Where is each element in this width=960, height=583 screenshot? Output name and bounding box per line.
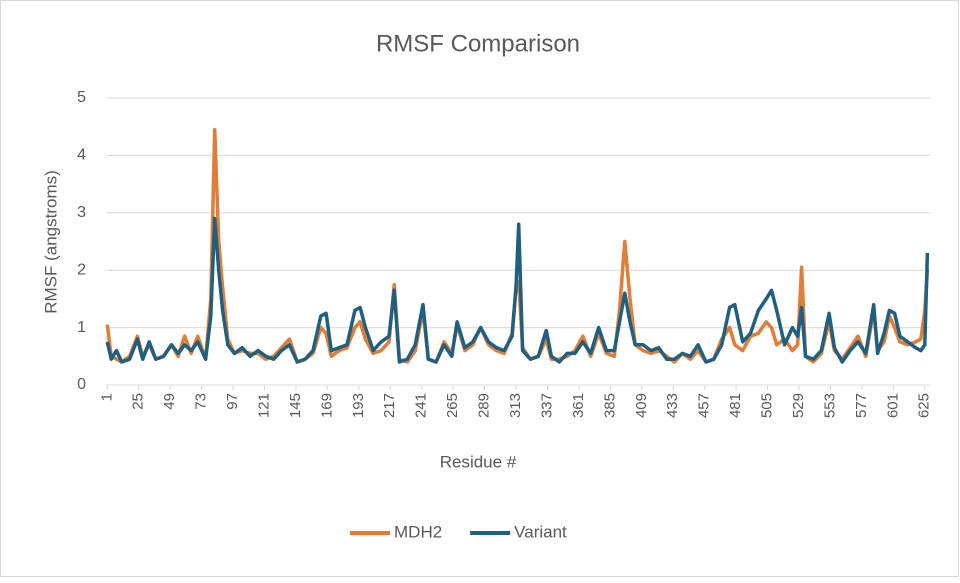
x-tick-label: 217 xyxy=(381,393,398,418)
y-tick-label: 5 xyxy=(77,89,86,106)
x-tick-label: 121 xyxy=(255,393,272,418)
x-tick-label: 361 xyxy=(570,393,587,418)
x-tick-label: 457 xyxy=(696,393,713,418)
x-tick-label: 601 xyxy=(884,393,901,418)
x-tick-label: 145 xyxy=(287,393,304,418)
x-tick-label: 481 xyxy=(727,393,744,418)
y-tick-label: 1 xyxy=(77,319,86,336)
x-tick-label: 529 xyxy=(790,393,807,418)
x-tick-label: 265 xyxy=(444,393,461,418)
x-tick-label: 337 xyxy=(538,393,555,418)
y-axis-label: RMSF (angstroms) xyxy=(41,170,60,314)
legend-label: Variant xyxy=(514,522,567,541)
x-tick-label: 625 xyxy=(916,393,933,418)
y-tick-label: 3 xyxy=(77,204,86,221)
x-tick-label: 25 xyxy=(130,393,147,410)
line-series xyxy=(105,216,930,364)
chart-title: RMSF Comparison xyxy=(376,30,580,57)
x-tick-label: 193 xyxy=(350,393,367,418)
x-tick-label: 505 xyxy=(759,393,776,418)
x-tick-label: 553 xyxy=(821,393,838,418)
y-tick-label: 0 xyxy=(77,376,86,393)
y-tick-label: 2 xyxy=(77,261,86,278)
x-tick-label: 385 xyxy=(601,393,618,418)
legend-label: MDH2 xyxy=(394,522,442,541)
x-tick-label: 409 xyxy=(633,393,650,418)
x-tick-label: 313 xyxy=(507,393,524,418)
x-tick-label: 577 xyxy=(853,393,870,418)
x-tick-label: 1 xyxy=(98,393,115,401)
x-tick-label: 169 xyxy=(318,393,335,418)
x-tick-label: 49 xyxy=(161,393,178,410)
y-tick-label: 4 xyxy=(77,147,86,164)
x-tick-label: 73 xyxy=(193,393,210,410)
x-tick-label: 97 xyxy=(224,393,241,410)
x-axis-label: Residue # xyxy=(440,452,517,471)
x-tick-label: 241 xyxy=(413,393,430,418)
x-tick-label: 289 xyxy=(476,393,493,418)
x-tick-label: 433 xyxy=(664,393,681,418)
